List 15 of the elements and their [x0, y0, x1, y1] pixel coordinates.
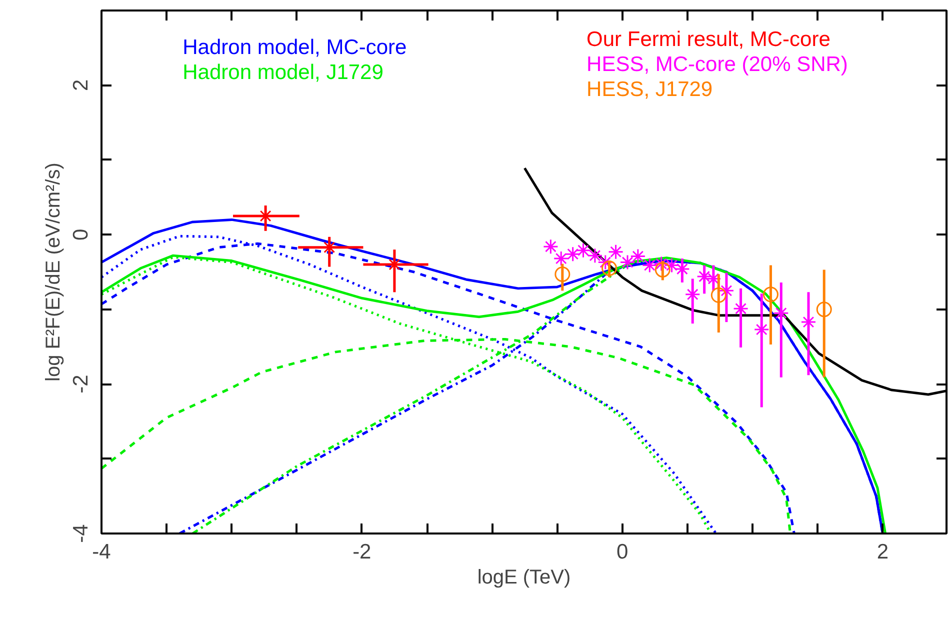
y-tick-label: -2 [70, 374, 92, 394]
y-tick-label: -4 [70, 524, 92, 543]
text: HESS, J1729 [586, 78, 713, 101]
x-tick-label: 0 [616, 540, 628, 564]
y-tick-label: 2 [70, 79, 92, 92]
x-tick-label: -4 [92, 540, 112, 564]
x-tick-label: 2 [876, 540, 889, 564]
x-axis-title: logE (TeV) [477, 566, 571, 588]
y-tick-label: 0 [70, 228, 92, 240]
x-tick-label: -2 [352, 540, 372, 564]
text: Hadron model, MC-core [182, 36, 407, 60]
text: Hadron model, J1729 [182, 61, 384, 84]
text: HESS, MC-core (20% SNR) [586, 52, 848, 76]
text: Our Fermi result, MC-core [586, 28, 830, 51]
y-axis-title: log E²F(E)/dE (eV/cm²/s) [42, 162, 64, 382]
